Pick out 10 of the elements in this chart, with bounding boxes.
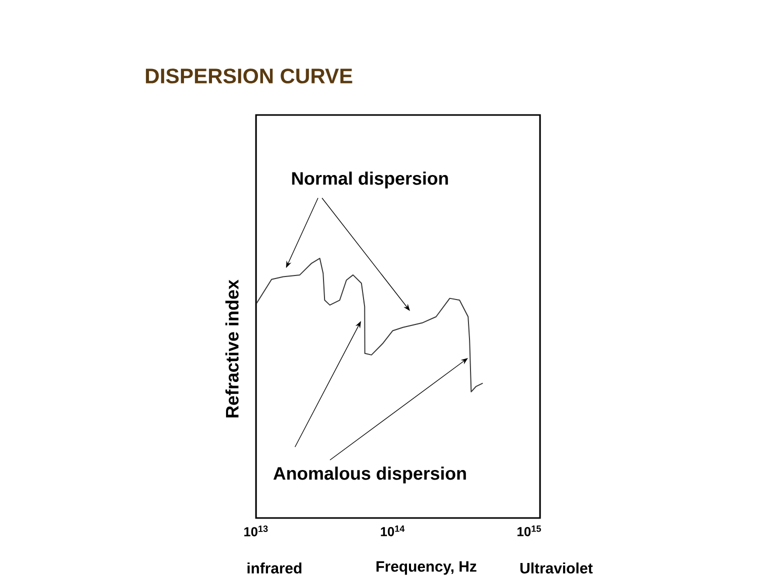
text: Normal dispersion <box>292 172 448 188</box>
text: Ultraviolet <box>520 562 593 574</box>
x-tick-label: 10$^{14}$ <box>380 526 405 536</box>
y-axis-title: Refractive index <box>225 280 239 418</box>
annotation: Anomalous dispersion <box>273 466 466 484</box>
x-axis-title: Frequency, Hz <box>376 561 476 575</box>
text: infrared <box>248 562 302 574</box>
x-tick-label: 10$^{15}$ <box>517 526 541 536</box>
x-tick-label: 10$^{13}$ <box>244 526 268 536</box>
chart-title: DISPERSION CURVE <box>146 68 352 84</box>
